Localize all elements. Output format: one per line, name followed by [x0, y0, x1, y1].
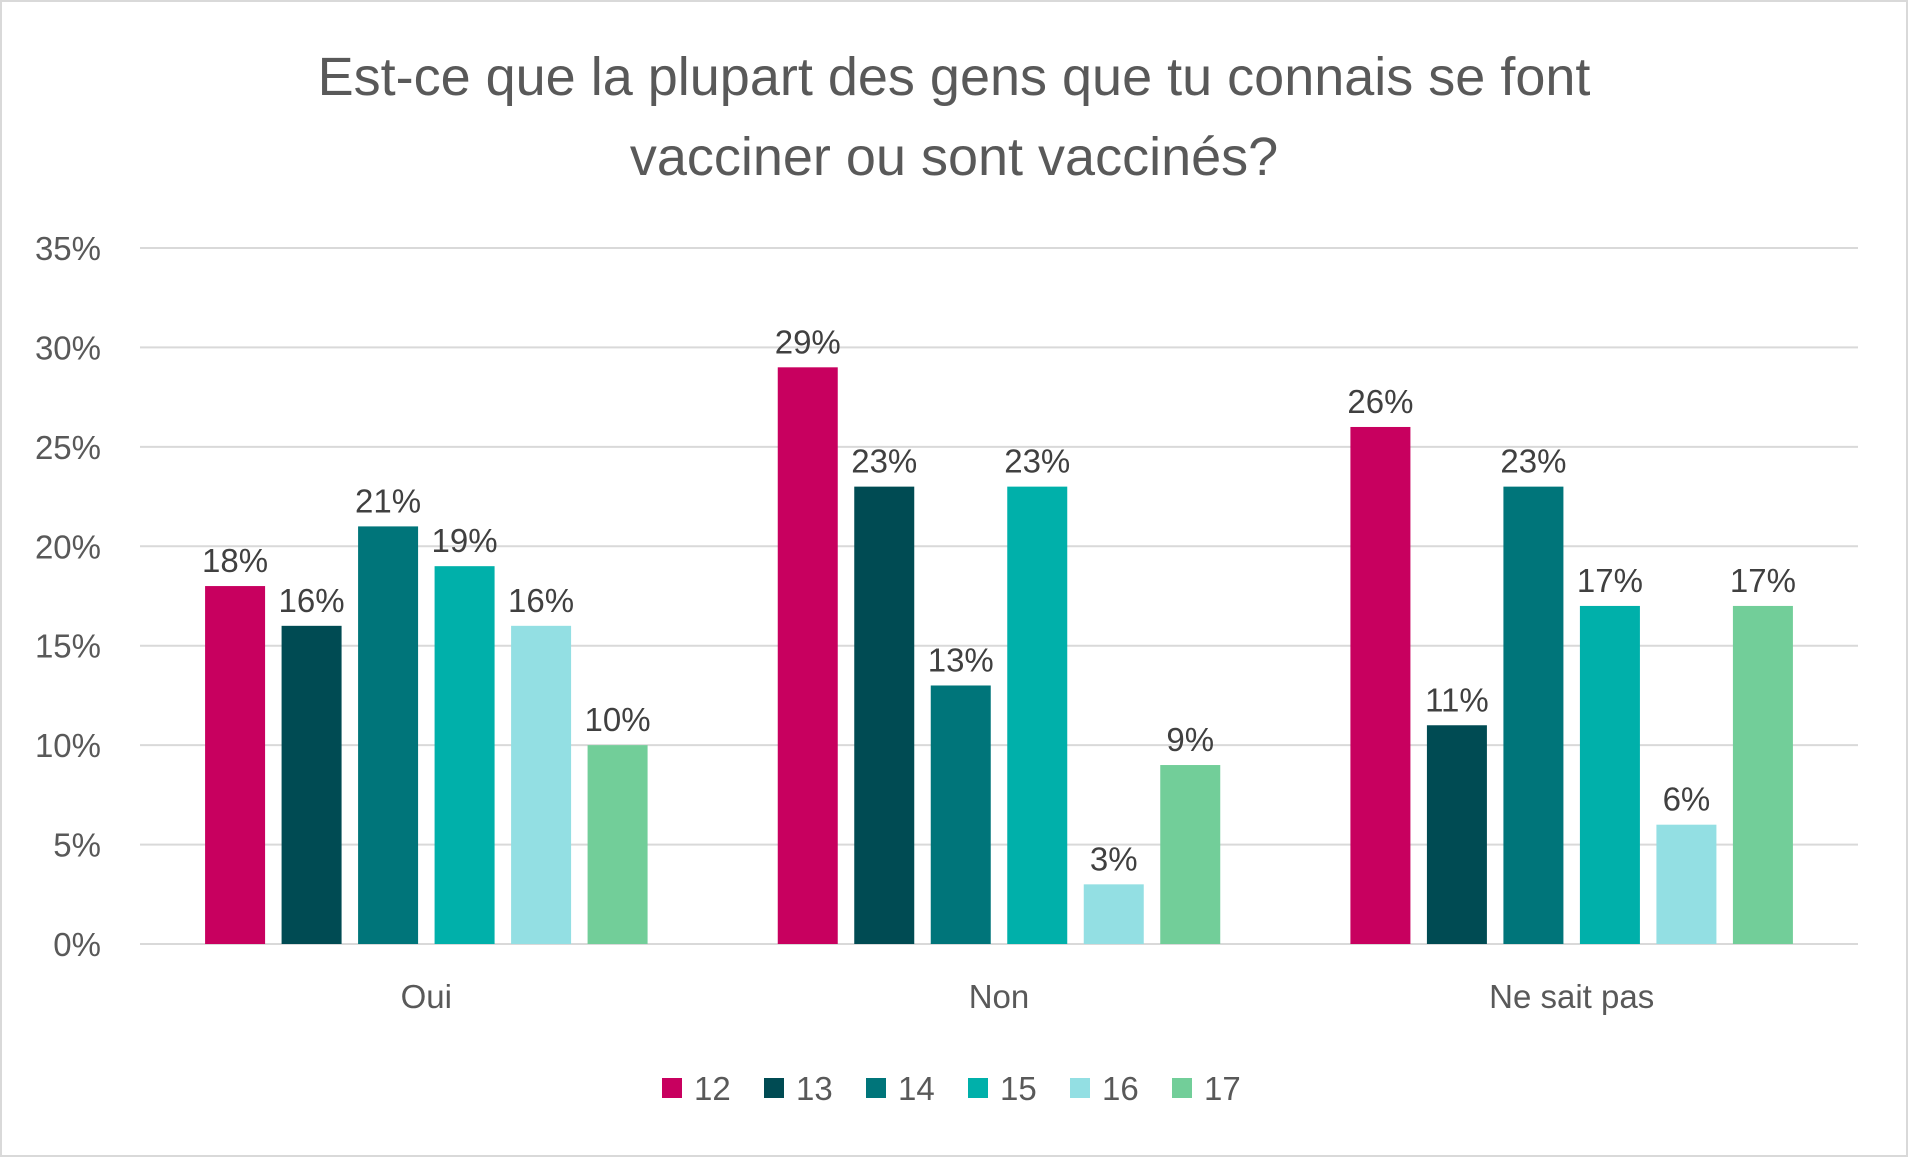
bar	[358, 526, 419, 944]
category-label: Oui	[401, 978, 452, 1015]
bar	[1083, 884, 1144, 944]
bar	[854, 486, 915, 944]
y-tick-label: 25%	[35, 429, 101, 466]
bar	[1732, 605, 1793, 944]
data-label: 29%	[775, 323, 841, 360]
legend-label: 15	[1000, 1070, 1037, 1107]
data-label: 26%	[1347, 383, 1413, 420]
data-label: 13%	[928, 641, 994, 678]
gridlines	[140, 247, 1858, 945]
bar	[1426, 725, 1487, 944]
legend-swatch	[968, 1078, 988, 1098]
data-label: 23%	[1004, 443, 1070, 480]
y-axis-tick-labels: 0% 5% 10% 15% 20% 25% 30% 35%	[35, 230, 101, 963]
data-label: 16%	[279, 582, 345, 619]
y-tick-label: 0%	[53, 926, 101, 963]
data-label: 9%	[1166, 721, 1214, 758]
bar	[434, 566, 495, 944]
data-label: 16%	[508, 582, 574, 619]
data-label: 19%	[432, 522, 498, 559]
y-tick-label: 15%	[35, 628, 101, 665]
chart-title: Est-ce que la plupart des gens que tu co…	[318, 47, 1591, 187]
y-tick-label: 35%	[35, 230, 101, 267]
legend-swatch	[1070, 1078, 1090, 1098]
data-label: 10%	[585, 701, 651, 738]
chart-title-line-1: Est-ce que la plupart des gens que tu co…	[318, 47, 1591, 107]
bar	[1160, 765, 1221, 944]
y-tick-label: 30%	[35, 329, 101, 366]
data-label: 17%	[1730, 562, 1796, 599]
legend-swatch	[1172, 1078, 1192, 1098]
data-label: 23%	[851, 443, 917, 480]
data-label: 6%	[1663, 781, 1711, 818]
data-label: 3%	[1090, 840, 1138, 877]
y-tick-label: 20%	[35, 528, 101, 565]
bar	[587, 745, 648, 944]
category-label: Non	[969, 978, 1030, 1015]
bar	[1350, 426, 1411, 944]
bar	[1503, 486, 1564, 944]
data-label: 23%	[1500, 443, 1566, 480]
bars	[205, 367, 1793, 944]
data-label: 18%	[202, 542, 268, 579]
legend-swatch	[764, 1078, 784, 1098]
chart-title-line-2: vacciner ou sont vaccinés?	[630, 127, 1278, 187]
data-labels: 18% 16% 21% 19% 16% 10% 29% 23% 13% 23% 3% 9% 26% 11%…	[202, 323, 1796, 877]
legend-label: 14	[898, 1070, 935, 1107]
bar	[930, 685, 991, 944]
bar	[1579, 605, 1640, 944]
legend-swatch	[662, 1078, 682, 1098]
x-axis-category-labels: Oui Non Ne sait pas	[401, 978, 1655, 1015]
data-label: 21%	[355, 482, 421, 519]
bar	[1656, 824, 1717, 944]
bar	[205, 586, 266, 944]
bar	[511, 625, 572, 944]
legend-label: 13	[796, 1070, 833, 1107]
data-label: 11%	[1425, 681, 1489, 718]
legend-label: 16	[1102, 1070, 1139, 1107]
category-label: Ne sait pas	[1489, 978, 1654, 1015]
bar	[777, 367, 838, 944]
bar	[281, 625, 342, 944]
bar	[1007, 486, 1068, 944]
legend-label: 12	[694, 1070, 731, 1107]
y-tick-label: 10%	[35, 727, 101, 764]
legend-label: 17	[1204, 1070, 1241, 1107]
legend-swatch	[866, 1078, 886, 1098]
data-label: 17%	[1577, 562, 1643, 599]
legend: 12 13 14 15 16 17	[662, 1070, 1241, 1107]
y-tick-label: 5%	[53, 827, 101, 864]
